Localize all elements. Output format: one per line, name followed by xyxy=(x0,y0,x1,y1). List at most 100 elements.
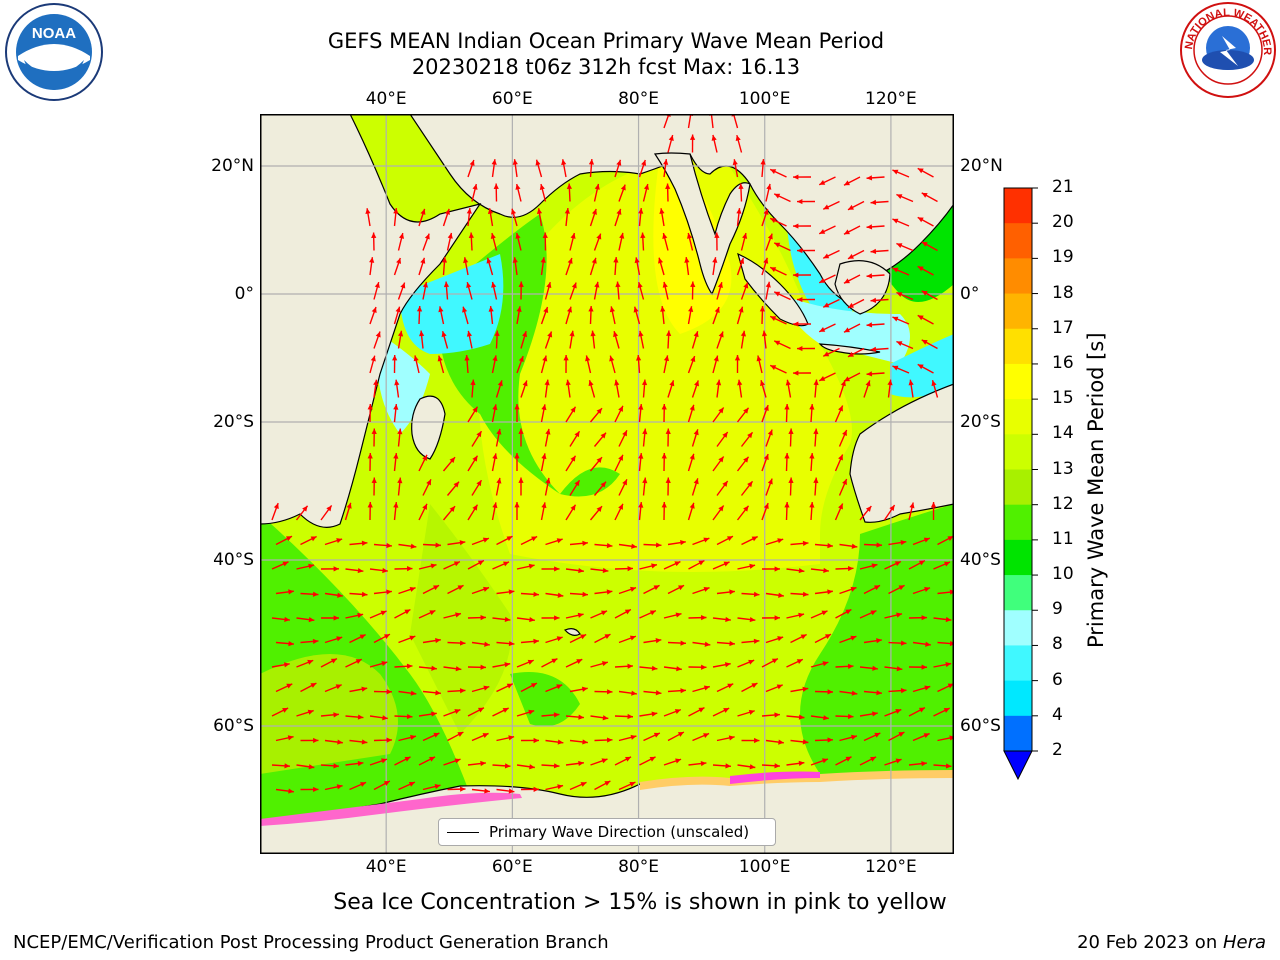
colorbar-tick-label: 4 xyxy=(1052,704,1063,725)
colorbar-tick-label: 16 xyxy=(1052,352,1074,373)
wave-direction-arrow xyxy=(394,713,413,720)
wave-direction-arrow xyxy=(912,732,930,742)
wave-direction-arrow xyxy=(716,431,729,447)
wave-direction-arrow xyxy=(569,540,588,546)
wave-direction-arrow xyxy=(917,216,934,227)
wave-direction-arrow xyxy=(736,257,745,276)
wave-direction-arrow xyxy=(786,760,805,766)
sea-ice-west xyxy=(260,792,522,826)
wave-direction-arrow xyxy=(712,306,720,325)
wave-direction-arrow xyxy=(443,709,461,717)
wave-direction-arrow xyxy=(471,479,483,496)
wave-direction-arrow xyxy=(515,183,522,202)
wave-direction-arrow xyxy=(467,159,475,178)
wave-direction-arrow xyxy=(300,638,319,645)
wave-direction-arrow xyxy=(688,559,705,570)
wave-direction-arrow xyxy=(667,584,685,595)
field-lightgreen-mozambique xyxy=(410,504,512,734)
wave-direction-arrow xyxy=(492,763,511,769)
wave-direction-arrow xyxy=(541,615,560,621)
wave-direction-arrow xyxy=(566,183,573,202)
wave-direction-arrow xyxy=(933,561,951,570)
colorbar-band xyxy=(1004,715,1032,752)
wave-direction-arrow xyxy=(512,159,518,178)
wave-direction-arrow xyxy=(818,225,836,235)
wave-direction-arrow xyxy=(324,592,343,598)
field-green-southeast xyxy=(800,504,954,797)
colorbar-svg xyxy=(1003,187,1038,781)
wave-direction-arrow xyxy=(344,502,352,521)
wave-direction-arrow xyxy=(588,158,595,178)
wave-direction-arrow xyxy=(712,561,730,570)
wave-direction-arrow xyxy=(765,478,773,496)
wave-direction-arrow xyxy=(847,298,865,309)
wave-direction-arrow xyxy=(447,640,466,646)
wave-direction-arrow xyxy=(838,429,848,447)
wave-direction-arrow xyxy=(866,224,885,230)
wave-direction-arrow xyxy=(643,638,662,644)
wave-direction-arrow xyxy=(422,584,440,595)
wave-direction-arrow xyxy=(892,316,910,325)
wave-direction-arrow xyxy=(896,242,914,252)
wave-direction-arrow xyxy=(892,267,910,276)
wave-direction-arrow xyxy=(422,542,442,548)
wave-direction-arrow xyxy=(446,481,460,496)
wave-direction-arrow xyxy=(590,661,609,668)
wave-direction-arrow xyxy=(447,786,466,792)
wave-direction-arrow xyxy=(638,502,644,521)
wave-direction-arrow xyxy=(921,339,938,350)
wave-direction-arrow xyxy=(822,347,840,357)
wave-direction-arrow xyxy=(491,159,497,178)
wave-direction-arrow xyxy=(870,199,889,205)
wave-direction-arrow xyxy=(569,430,581,447)
wave-direction-arrow xyxy=(662,232,669,251)
wave-direction-arrow xyxy=(870,248,889,254)
wave-direction-arrow xyxy=(397,330,404,349)
wave-direction-arrow xyxy=(520,331,528,349)
wave-direction-arrow xyxy=(442,505,456,521)
wave-direction-arrow xyxy=(418,711,437,717)
wave-direction-arrow xyxy=(535,159,543,178)
wave-direction-arrow xyxy=(638,404,644,423)
colorbar-band xyxy=(1004,293,1032,330)
wave-direction-arrow xyxy=(594,633,611,644)
wave-direction-arrow xyxy=(615,281,621,300)
wave-direction-arrow xyxy=(663,560,681,570)
wave-direction-arrow xyxy=(859,505,872,521)
producer-credit: NCEP/EMC/Verification Post Processing Pr… xyxy=(13,932,609,953)
lat-tick-label-right: 40°S xyxy=(960,550,1001,570)
wave-direction-arrow xyxy=(367,403,373,423)
wave-direction-arrow xyxy=(863,638,882,644)
wave-direction-arrow xyxy=(863,690,882,696)
colorbar-band xyxy=(1004,363,1032,400)
wave-direction-arrow xyxy=(609,306,616,325)
wave-direction-arrow xyxy=(834,503,844,521)
wave-direction-arrow xyxy=(418,208,426,227)
wave-direction-arrow xyxy=(643,584,660,595)
wave-direction-arrow xyxy=(688,761,707,767)
colorbar-tick-label: 20 xyxy=(1052,212,1074,233)
wave-direction-arrow xyxy=(442,456,456,472)
wave-direction-arrow xyxy=(565,306,573,325)
wave-direction-arrow xyxy=(545,538,563,546)
wave-direction-arrow xyxy=(467,664,487,670)
wave-direction-arrow xyxy=(545,592,564,598)
wave-direction-arrow xyxy=(765,233,773,251)
wave-direction-arrow xyxy=(539,183,547,202)
colorbar-tick-label: 12 xyxy=(1052,493,1074,514)
wave-direction-arrow xyxy=(814,589,833,595)
wave-direction-arrow xyxy=(593,281,600,300)
wave-direction-arrow xyxy=(438,306,445,325)
wave-direction-arrow xyxy=(373,331,381,349)
wave-direction-arrow xyxy=(545,784,564,791)
map-legend: Primary Wave Direction (unscaled) xyxy=(438,818,776,846)
wave-direction-arrow xyxy=(518,428,524,447)
wave-direction-arrow xyxy=(863,732,881,742)
wave-direction-arrow xyxy=(813,477,819,496)
wave-direction-arrow xyxy=(320,712,339,718)
wave-direction-arrow xyxy=(908,502,915,521)
wave-direction-arrow xyxy=(365,208,371,227)
wave-direction-arrow xyxy=(931,380,939,398)
wave-direction-arrow xyxy=(642,183,650,202)
lon-tick-label-top: 120°E xyxy=(865,89,917,109)
